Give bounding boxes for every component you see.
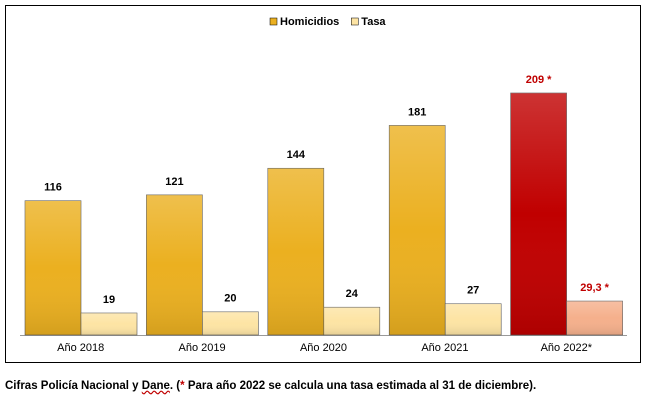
data-label: 116 [44, 182, 62, 194]
bar-shade [25, 200, 81, 335]
data-label: 19 [103, 294, 115, 306]
x-tick-label: Año 2021 [421, 342, 468, 354]
bar-shade [510, 93, 567, 335]
bar-shade [389, 125, 446, 335]
data-label: 181 [408, 106, 426, 118]
x-tick-label: Año 2020 [300, 342, 347, 354]
x-tick-label: Año 2019 [179, 342, 226, 354]
bar-shade [81, 313, 137, 335]
caption-text: Cifras Policía Nacional y [5, 380, 142, 392]
x-tick-label: Año 2018 [57, 342, 104, 354]
legend-label: Homicidios [280, 16, 339, 28]
bar-shade [323, 307, 380, 335]
bar-shade [146, 194, 203, 335]
caption-text: . ( [169, 380, 181, 392]
data-label: 20 [224, 293, 236, 305]
caption-text: Dane [141, 380, 170, 392]
caption-text: Para año 2022 se calcula una tasa estima… [184, 380, 537, 392]
legend-swatch [269, 17, 278, 26]
bar-shade [445, 303, 502, 335]
bar-shade [202, 311, 259, 335]
caption-text: * [180, 380, 185, 392]
x-tick-label: Año 2022* [541, 342, 593, 354]
caption: Cifras Policía Nacional y Dane. (* Para … [5, 380, 536, 392]
data-label: 24 [346, 288, 359, 300]
bar-shade [267, 168, 324, 335]
chart: Homicidios Tasa Año 2018 116 19 Año 2019 121 20… [5, 5, 641, 363]
data-label: 144 [287, 149, 306, 161]
data-label: 209 * [526, 74, 552, 86]
data-label: 27 [467, 285, 479, 297]
bar-shade [566, 301, 623, 335]
legend-label: Tasa [361, 16, 386, 28]
data-label: 121 [165, 176, 183, 188]
legend-swatch [351, 17, 359, 26]
data-label: 29,3 * [580, 282, 609, 294]
